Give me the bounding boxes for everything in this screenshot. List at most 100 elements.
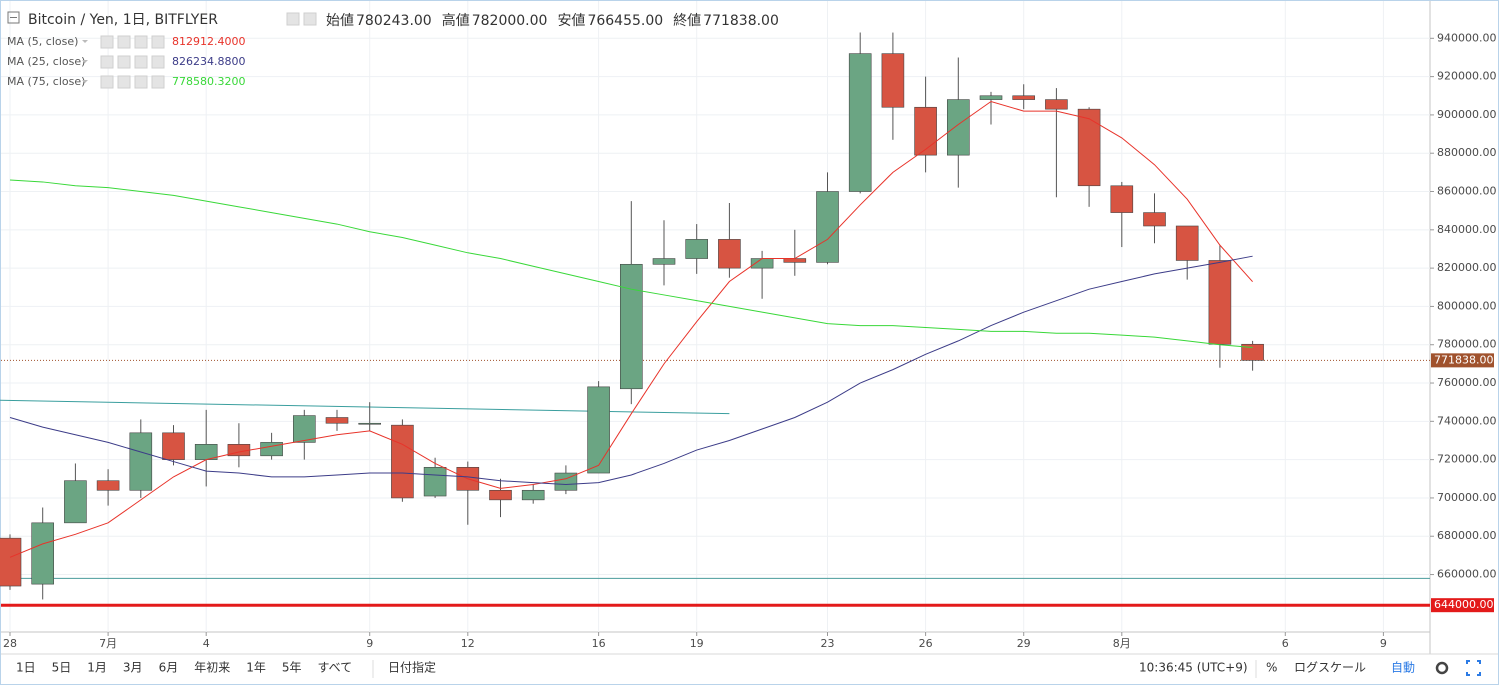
indicator-icon[interactable] — [100, 55, 114, 69]
ohlc-value: 782000.00 — [472, 13, 548, 29]
range-button[interactable]: 1年 — [246, 661, 266, 675]
range-button[interactable]: 1月 — [87, 661, 107, 675]
legend-name: MA (25, close) — [7, 55, 85, 68]
ma-line — [9, 100, 1253, 558]
candle-body — [783, 258, 807, 263]
y-tick-label: 720000.00 — [1437, 453, 1497, 466]
range-button[interactable]: 1日 — [16, 661, 36, 675]
candle-body — [1241, 343, 1264, 361]
x-tick-label: 4 — [203, 637, 210, 650]
y-tick-label: 840000.00 — [1437, 223, 1497, 236]
candle-body — [554, 472, 578, 491]
range-button[interactable]: 3月 — [123, 661, 143, 675]
indicator-icon[interactable] — [117, 75, 131, 89]
indicator-icon[interactable] — [117, 55, 131, 69]
ohlc-value: 780243.00 — [356, 13, 432, 29]
range-button[interactable]: 年初来 — [194, 661, 230, 675]
ohlc-label: 安値 — [557, 13, 585, 29]
range-button[interactable]: 6月 — [159, 661, 179, 675]
legend-value: 778580.3200 — [172, 75, 245, 88]
candle-body — [358, 422, 382, 425]
range-button[interactable]: 5日 — [52, 661, 72, 675]
axes: 660000.00 680000.00 700000.00 720000.00 7400… — [3, 31, 1497, 650]
price-label: 771838.00 — [1434, 353, 1494, 366]
settings-button[interactable] — [1435, 661, 1449, 675]
x-tick-label: 23 — [821, 637, 835, 650]
x-tick-label: 6 — [1282, 637, 1289, 650]
indicator-icon[interactable] — [151, 55, 165, 69]
candle-body — [619, 263, 643, 390]
indicator-icon[interactable] — [100, 35, 114, 49]
y-tick-label: 860000.00 — [1437, 185, 1497, 198]
auto-scale-button[interactable]: 自動 — [1391, 661, 1415, 675]
log-scale-button[interactable]: ログスケール — [1294, 661, 1366, 675]
candle-body — [685, 239, 709, 259]
x-tick-label: 7月 — [99, 637, 117, 650]
candle-body — [489, 489, 512, 501]
range-button[interactable]: 5年 — [282, 661, 302, 675]
indicator-icon[interactable] — [134, 35, 148, 49]
toolbar: 1日 5日 1月 3月 6月 年初来 1年 5年 すべて 日付指定 10:36:45 (UTC+9)… — [16, 660, 1481, 678]
candle-body — [946, 99, 970, 156]
x-tick-label: 9 — [1380, 637, 1387, 650]
candle-body — [750, 258, 774, 269]
candle-body — [1143, 212, 1166, 227]
y-tick-label: 880000.00 — [1437, 146, 1497, 159]
y-tick-label: 900000.00 — [1437, 108, 1497, 121]
clock: 10:36:45 (UTC+9) — [1139, 661, 1248, 675]
ohlc-value: 766455.00 — [587, 13, 663, 29]
x-tick-label: 8月 — [1113, 637, 1131, 650]
candle-body — [96, 480, 120, 491]
ohlc-value: 771838.00 — [703, 13, 779, 29]
candle-body — [881, 53, 905, 108]
candle-body — [521, 489, 545, 501]
fullscreen-button[interactable] — [1466, 660, 1481, 676]
settings-icon[interactable] — [303, 12, 317, 26]
symbol: Bitcoin / Yen, 1日, BITFLYER — [28, 12, 218, 28]
candle-body — [914, 106, 937, 156]
candle-body — [1077, 108, 1101, 187]
price-label-box — [1431, 598, 1494, 613]
candle-body — [129, 432, 153, 491]
candle-body — [1208, 260, 1232, 345]
candle-body — [0, 537, 22, 587]
candle-body — [1045, 99, 1068, 110]
price-label-box — [1431, 353, 1494, 368]
collapse-button[interactable] — [7, 11, 20, 24]
eye-icon[interactable] — [286, 12, 300, 26]
x-tick-label: 16 — [592, 637, 606, 650]
candle-body — [652, 258, 676, 265]
indicator-icon[interactable] — [151, 75, 165, 89]
candle-body — [391, 424, 414, 499]
dropdown-icon[interactable] — [82, 40, 88, 43]
percent-button[interactable]: % — [1266, 661, 1277, 675]
y-tick-label: 680000.00 — [1437, 529, 1497, 542]
date-picker-button[interactable]: 日付指定 — [388, 660, 436, 675]
x-tick-label: 29 — [1017, 637, 1031, 650]
indicator-icon[interactable] — [134, 75, 148, 89]
y-tick-label: 920000.00 — [1437, 70, 1497, 83]
ma-line — [9, 255, 1253, 486]
indicator-icon[interactable] — [100, 75, 114, 89]
y-tick-label: 760000.00 — [1437, 376, 1497, 389]
price-label: 644000.00 — [1434, 598, 1494, 611]
range-button[interactable]: すべて — [318, 661, 353, 675]
candle-body — [292, 415, 316, 443]
dropdown-icon[interactable] — [82, 80, 88, 83]
candle-body — [979, 95, 1003, 100]
x-tick-label: 26 — [919, 637, 933, 650]
candle-body — [31, 522, 55, 585]
y-tick-label: 800000.00 — [1437, 299, 1497, 312]
legend-value: 812912.4000 — [172, 35, 245, 48]
y-tick-label: 660000.00 — [1437, 568, 1497, 581]
candle-body — [718, 239, 741, 269]
candle-body — [1175, 225, 1199, 261]
y-tick-label: 780000.00 — [1437, 338, 1497, 351]
candle-body — [325, 417, 349, 424]
indicator-icon[interactable] — [134, 55, 148, 69]
indicator-icon[interactable] — [117, 35, 131, 49]
indicator-icon[interactable] — [151, 35, 165, 49]
candle-body — [848, 53, 872, 192]
dropdown-icon[interactable] — [82, 60, 88, 63]
legend-name: MA (5, close) — [7, 35, 78, 48]
